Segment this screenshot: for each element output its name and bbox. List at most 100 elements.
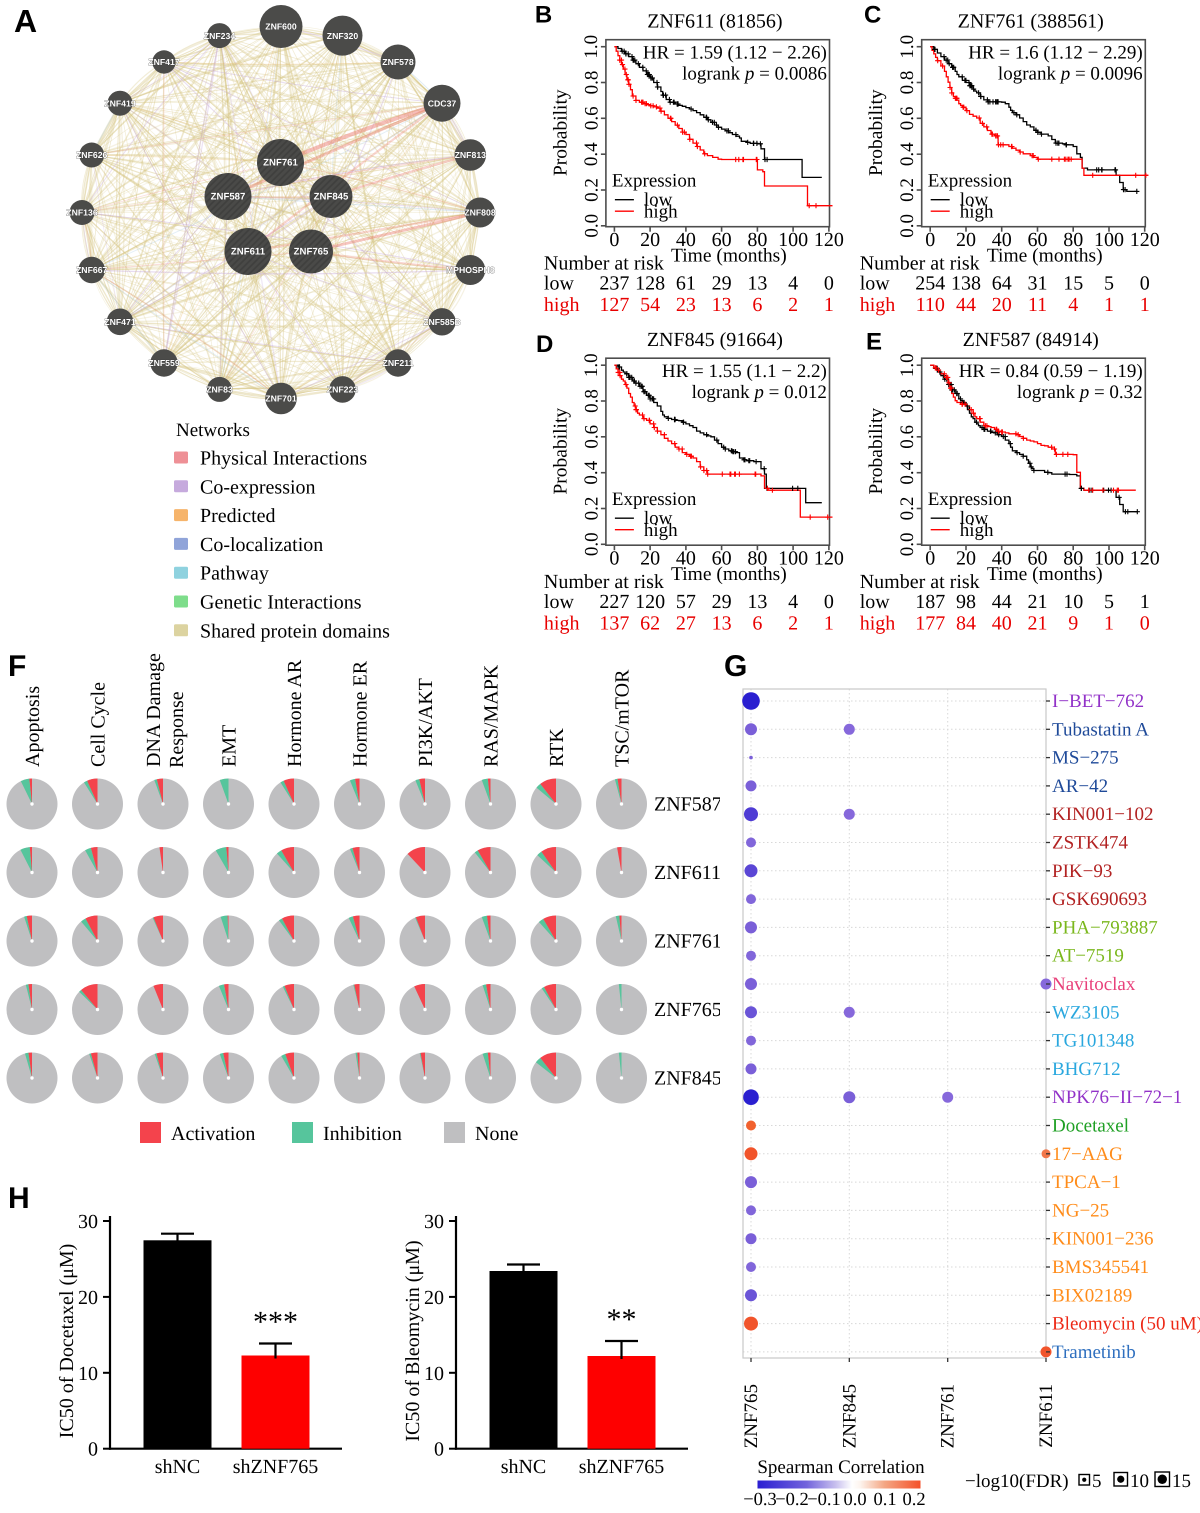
svg-text:high: high [860, 613, 896, 635]
svg-text:11: 11 [1028, 294, 1047, 316]
svg-text:100: 100 [1094, 548, 1124, 570]
svg-text:WZ3105: WZ3105 [1052, 1002, 1120, 1023]
svg-text:None: None [475, 1123, 518, 1145]
svg-text:20: 20 [956, 229, 976, 251]
svg-text:20: 20 [992, 294, 1012, 316]
svg-text:shZNF765: shZNF765 [579, 1456, 665, 1478]
svg-text:−log10(FDR): −log10(FDR) [965, 1471, 1069, 1492]
svg-text:40: 40 [992, 613, 1012, 635]
svg-text:high: high [544, 294, 580, 316]
svg-text:84: 84 [956, 613, 976, 635]
svg-text:Number at risk: Number at risk [860, 571, 980, 593]
svg-text:CDC37: CDC37 [428, 98, 457, 108]
svg-text:D: D [536, 331, 553, 358]
svg-text:0: 0 [88, 1439, 98, 1461]
svg-text:0: 0 [925, 229, 935, 251]
svg-text:30: 30 [424, 1211, 444, 1233]
svg-text:ZNF667: ZNF667 [76, 265, 108, 275]
svg-text:10: 10 [1130, 1471, 1149, 1492]
svg-text:4: 4 [1068, 294, 1078, 316]
svg-text:20: 20 [640, 548, 660, 570]
svg-text:ZNF587 (84914): ZNF587 (84914) [963, 329, 1099, 351]
svg-text:5: 5 [1092, 1471, 1102, 1492]
svg-text:MPHOSPH8: MPHOSPH8 [446, 265, 495, 275]
svg-text:0.0: 0.0 [581, 214, 602, 238]
svg-text:0.4: 0.4 [897, 142, 918, 166]
svg-text:BHG712: BHG712 [1052, 1059, 1121, 1080]
svg-text:17−AAG: 17−AAG [1052, 1144, 1123, 1165]
svg-text:high: high [644, 520, 678, 541]
svg-text:ZNF223: ZNF223 [327, 385, 359, 395]
svg-text:1.0: 1.0 [581, 35, 602, 59]
svg-text:40: 40 [676, 229, 696, 251]
svg-text:21: 21 [1028, 591, 1048, 613]
svg-text:Time (months): Time (months) [987, 564, 1103, 585]
svg-text:80: 80 [747, 229, 767, 251]
svg-text:20: 20 [424, 1287, 444, 1309]
svg-text:C: C [864, 2, 881, 29]
svg-text:0.8: 0.8 [897, 389, 918, 413]
svg-text:ZNF587: ZNF587 [654, 794, 720, 816]
svg-text:1.0: 1.0 [897, 353, 918, 377]
svg-text:high: high [860, 294, 896, 316]
svg-text:Navitoclax: Navitoclax [1052, 974, 1136, 995]
svg-text:Tubastatin A: Tubastatin A [1052, 719, 1149, 740]
svg-text:KIN001−102: KIN001−102 [1052, 804, 1154, 825]
svg-text:0.8: 0.8 [897, 71, 918, 95]
svg-text:29: 29 [712, 591, 732, 613]
svg-text:PIK−93: PIK−93 [1052, 861, 1112, 882]
svg-text:−0.1: −0.1 [807, 1490, 841, 1510]
svg-text:B: B [535, 2, 552, 29]
svg-text:ZNF611: ZNF611 [1036, 1384, 1057, 1448]
svg-text:1: 1 [1104, 294, 1114, 316]
svg-text:Apoptosis: Apoptosis [22, 686, 44, 767]
svg-text:0.2: 0.2 [581, 178, 602, 202]
svg-text:60: 60 [1028, 548, 1048, 570]
svg-text:6: 6 [752, 294, 762, 316]
svg-text:27: 27 [676, 613, 696, 635]
svg-text:120: 120 [814, 229, 844, 251]
svg-text:64: 64 [992, 273, 1012, 295]
svg-text:21: 21 [1028, 613, 1048, 635]
svg-text:ZNF761: ZNF761 [654, 931, 720, 953]
svg-text:Predicted: Predicted [200, 505, 276, 527]
svg-text:0.2: 0.2 [897, 178, 918, 202]
svg-text:62: 62 [640, 613, 660, 635]
svg-text:logrank p = 0.0086: logrank p = 0.0086 [682, 64, 827, 85]
svg-text:80: 80 [1063, 548, 1083, 570]
svg-text:98: 98 [956, 591, 976, 613]
svg-text:6: 6 [752, 613, 762, 635]
svg-text:E: E [866, 329, 882, 356]
svg-text:Spearman Correlation: Spearman Correlation [757, 1457, 925, 1478]
svg-text:23: 23 [676, 294, 696, 316]
svg-text:100: 100 [1094, 229, 1124, 251]
svg-text:NPK76−II−72−1: NPK76−II−72−1 [1052, 1087, 1182, 1108]
svg-text:high: high [960, 202, 994, 223]
svg-text:0: 0 [824, 591, 834, 613]
svg-text:Co-expression: Co-expression [200, 476, 316, 498]
svg-text:254: 254 [915, 273, 945, 295]
svg-text:137: 137 [599, 613, 629, 635]
svg-text:ZNF626: ZNF626 [76, 150, 108, 160]
svg-text:120: 120 [1130, 229, 1160, 251]
svg-text:0.6: 0.6 [581, 106, 602, 130]
svg-text:I−BET−762: I−BET−762 [1052, 691, 1144, 712]
svg-text:ZNF559: ZNF559 [148, 358, 180, 368]
svg-text:0.6: 0.6 [581, 425, 602, 449]
svg-text:0.8: 0.8 [581, 389, 602, 413]
svg-text:0: 0 [1140, 273, 1150, 295]
svg-text:high: high [544, 613, 580, 635]
svg-text:PI3K/AKT: PI3K/AKT [415, 678, 437, 767]
svg-text:54: 54 [640, 294, 660, 316]
svg-text:shNC: shNC [501, 1456, 547, 1478]
svg-text:***: *** [253, 1306, 298, 1339]
svg-text:0: 0 [1140, 613, 1150, 635]
svg-text:1.0: 1.0 [581, 353, 602, 377]
svg-text:Expression: Expression [928, 489, 1013, 510]
svg-text:20: 20 [956, 548, 976, 570]
svg-text:HR = 0.84 (0.59 − 1.19): HR = 0.84 (0.59 − 1.19) [959, 361, 1143, 382]
svg-text:13: 13 [747, 591, 767, 613]
svg-text:ZNF845 (91664): ZNF845 (91664) [647, 329, 783, 351]
svg-text:15: 15 [1172, 1471, 1191, 1492]
svg-text:44: 44 [992, 591, 1012, 613]
